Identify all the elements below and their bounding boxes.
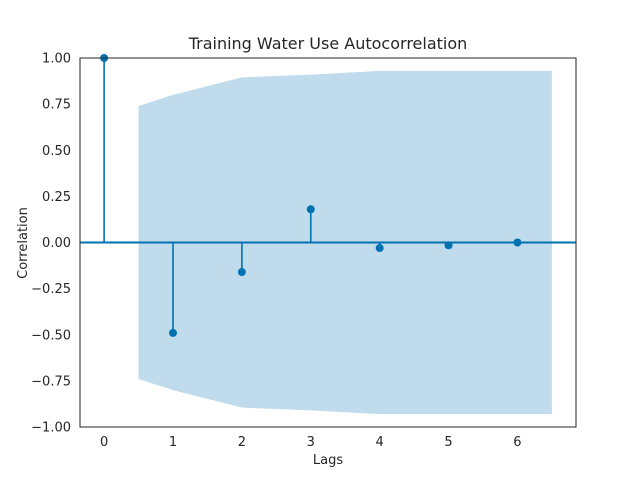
x-tick-label: 0: [100, 435, 108, 450]
y-tick-label: −0.75: [31, 374, 71, 389]
stem-marker-lag-1: [169, 328, 177, 337]
x-tick-label: 3: [307, 435, 315, 450]
x-tick-label: 5: [444, 435, 452, 450]
x-tick-label: 4: [376, 435, 384, 450]
y-ticks-layer: −1.00 −0.75 −0.50 −0.25 0.00 0.25 0.50 0.75 1.00: [31, 52, 71, 436]
y-tick-label: −1.00: [31, 421, 71, 436]
x-tick-label: 6: [513, 435, 521, 450]
y-tick-label: 1.00: [42, 52, 71, 67]
stem-layer: [100, 54, 522, 337]
axes-layer: [79, 57, 577, 428]
stem-marker-lag-2: [237, 268, 246, 277]
y-tick-label: 0.00: [42, 236, 71, 251]
plot-frame: [79, 57, 577, 428]
x-axis-label: Lags: [313, 453, 343, 468]
stem-marker-lag-5: [444, 241, 453, 250]
stem-marker-lag-4: [375, 244, 384, 253]
x-tick-label: 1: [169, 435, 177, 450]
stem-marker-lag-6: [513, 238, 522, 247]
y-tick-label: −0.25: [31, 282, 71, 297]
y-tick-label: −0.50: [31, 328, 71, 343]
x-ticks-layer: 0 1 2 3 4 5 6: [100, 435, 522, 450]
y-tick-label: 0.50: [42, 144, 71, 159]
y-tick-label: 0.75: [42, 98, 71, 113]
y-axis-label: Correlation: [16, 207, 31, 279]
x-tick-label: 2: [238, 435, 246, 450]
chart-title: Training Water Use Autocorrelation: [188, 34, 468, 53]
y-tick-label: 0.25: [42, 190, 71, 205]
stem-marker-lag-3: [306, 205, 315, 214]
